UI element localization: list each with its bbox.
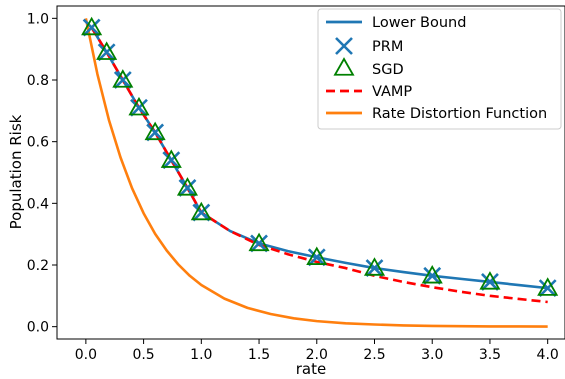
- y-tick-label: 1.0: [27, 11, 49, 27]
- legend-label: VAMP: [372, 84, 412, 100]
- x-tick-label: 3.0: [421, 347, 443, 363]
- sgd-point: [306, 246, 328, 265]
- series-line-rate-distortion: [84, 18, 548, 328]
- legend-marker: [335, 37, 353, 55]
- x-axis-label: rate: [296, 360, 326, 378]
- x-tick-label: 0.0: [75, 347, 97, 363]
- x-tick-label: 1.0: [190, 347, 212, 363]
- y-axis-label: Population Risk: [7, 114, 25, 229]
- x-tick-label: 2.0: [306, 347, 328, 363]
- prm-point: [113, 71, 132, 89]
- prm-point: [162, 151, 181, 170]
- x-axis: 0.0 0.5 1.0 1.5 2.0 2.5 3.0 3.5 4.0: [75, 339, 559, 363]
- y-axis: 0.0 0.2 0.4 0.6 0.8 1.0: [27, 11, 57, 336]
- sgd-point: [190, 201, 212, 221]
- sgd-point: [144, 121, 166, 141]
- legend-label: Rate Distortion Function: [372, 106, 547, 122]
- sgd-point: [81, 16, 103, 36]
- y-tick-label: 0.0: [27, 320, 49, 336]
- sgd-point: [537, 277, 559, 296]
- prm-point: [97, 43, 116, 62]
- marker-layer: [81, 16, 559, 298]
- y-tick-label: 0.6: [27, 135, 49, 151]
- x-tick-label: 2.5: [363, 347, 385, 363]
- legend-marker: [333, 57, 355, 76]
- legend-box: [317, 8, 562, 130]
- legend-label: PRM: [372, 39, 403, 55]
- legend: Lower Bound PRM SGD VAMP Rate Distortion Fun…: [317, 8, 562, 130]
- sgd-point: [479, 271, 501, 290]
- prm-point: [130, 98, 148, 117]
- prm-point: [178, 178, 197, 197]
- sgd-point: [128, 96, 150, 116]
- prm-point: [365, 259, 384, 278]
- legend-label: SGD: [372, 62, 404, 78]
- sgd-point: [363, 257, 386, 276]
- prm-point: [146, 123, 165, 142]
- prm-point: [481, 273, 499, 291]
- x-tick-label: 4.0: [537, 347, 559, 363]
- prm-point: [307, 248, 326, 267]
- y-tick-label: 0.2: [27, 258, 49, 274]
- x-tick-label: 1.5: [248, 347, 270, 363]
- y-tick-label: 0.4: [27, 196, 49, 212]
- sgd-point: [112, 69, 134, 88]
- x-tick-label: 0.5: [132, 347, 154, 363]
- sgd-point: [96, 41, 118, 60]
- prm-point: [192, 203, 211, 222]
- prm-point: [423, 266, 442, 285]
- sgd-point: [176, 177, 199, 196]
- prm-point: [82, 18, 101, 37]
- sgd-point: [160, 149, 182, 168]
- y-tick-label: 0.8: [27, 73, 49, 89]
- sgd-point: [421, 264, 443, 284]
- x-tick-label: 3.5: [479, 347, 501, 363]
- prm-point: [250, 234, 268, 253]
- legend-label: Lower Bound: [372, 15, 466, 31]
- prm-point: [538, 279, 557, 298]
- sgd-point: [248, 232, 270, 252]
